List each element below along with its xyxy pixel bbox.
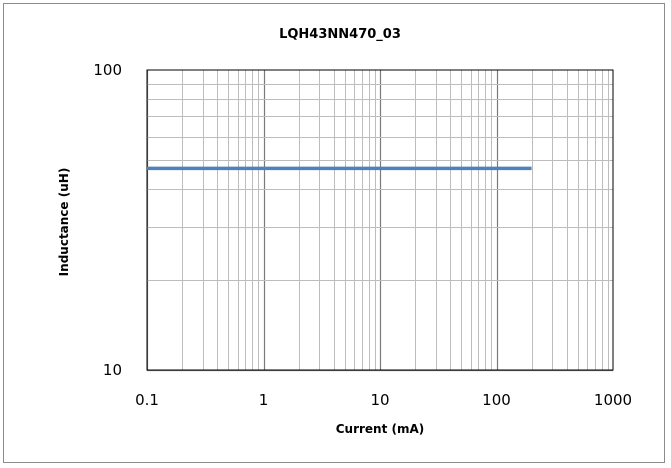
y-tick-label: 100 — [93, 61, 122, 79]
x-tick-label: 1 — [259, 391, 269, 409]
y-tick-labels: 10 100 — [93, 61, 122, 379]
x-tick-label: 1000 — [594, 391, 632, 409]
x-tick-label: 10 — [370, 391, 389, 409]
x-tick-label: 0.1 — [135, 391, 159, 409]
plot-area-border — [146, 69, 614, 371]
x-tick-labels: 0.1 1 10 100 1000 — [135, 391, 632, 409]
grid — [146, 70, 613, 372]
y-tick-label: 10 — [103, 361, 122, 379]
y-axis-title: Inductance (uH) — [57, 168, 71, 277]
x-tick-label: 100 — [482, 391, 511, 409]
chart-title: LQH43NN470_03 — [279, 27, 401, 42]
x-axis-title: Current (mA) — [336, 422, 425, 436]
